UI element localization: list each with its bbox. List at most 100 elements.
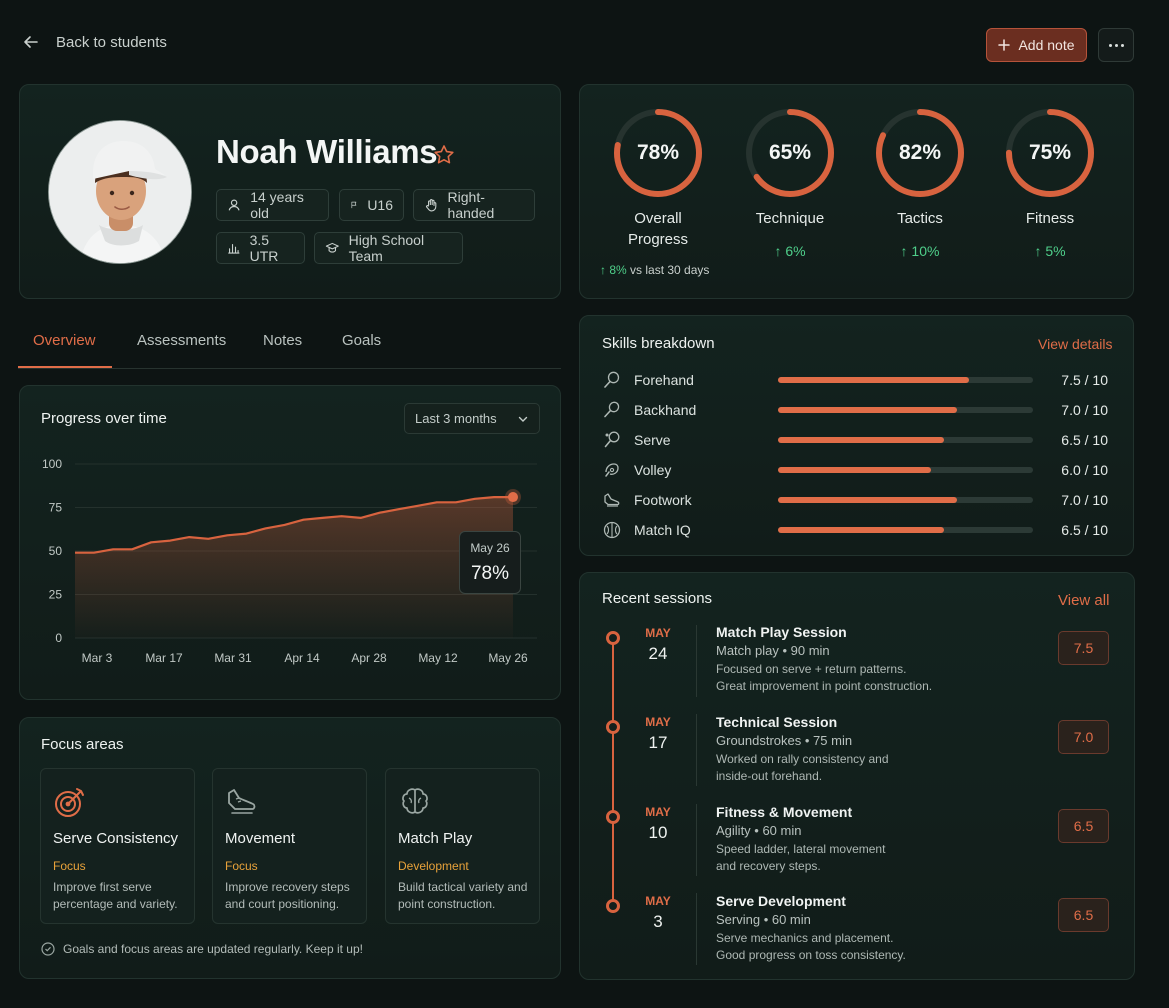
skill-bar-fill: [778, 377, 970, 383]
racket-icon: [604, 371, 620, 388]
division-label: U16: [367, 197, 393, 213]
timeline-dot: [606, 899, 620, 913]
technique-delta: ↑ 6%: [774, 243, 806, 259]
skill-score: 7.5 / 10: [1061, 372, 1108, 388]
session-divider: [696, 804, 697, 876]
focus-card-title: Serve Consistency: [53, 830, 179, 847]
timeline-line: [612, 639, 614, 907]
tactics-delta-value: 10%: [911, 243, 940, 259]
hand-icon: [426, 198, 437, 212]
skill-bar: [778, 407, 1033, 413]
skill-score: 6.5 / 10: [1061, 432, 1108, 448]
session-title: Match Play Session: [716, 624, 847, 640]
session-title: Serve Development: [716, 893, 846, 909]
progress-chart: 0 25 50 75 100 Mar 3 Mar 17 Mar 31 Apr 14 Apr 28 M…: [42, 457, 537, 665]
overall-progress-ring: 78%: [612, 107, 704, 199]
more-options-button[interactable]: [1098, 28, 1134, 62]
back-to-students-link[interactable]: Back to students: [22, 33, 167, 51]
overall-progress-label-text: Overall Progress: [627, 210, 689, 248]
back-label: Back to students: [56, 33, 167, 51]
more-horizontal-icon: [1108, 43, 1124, 47]
flag-icon: [351, 201, 357, 209]
session-desc-line: Great improvement in point construction.: [716, 679, 933, 693]
timeline-dot: [606, 810, 620, 824]
session-desc-line: Serve mechanics and placement.: [716, 931, 894, 945]
technique-delta-value: 6%: [785, 243, 806, 259]
arrow-left-icon: [24, 36, 38, 48]
tab-goals[interactable]: Goals: [342, 332, 382, 349]
range-select[interactable]: Last 3 months: [404, 403, 540, 434]
focus-title: Focus areas: [41, 736, 124, 753]
focus-card-serve[interactable]: Serve Consistency Focus Improve first se…: [40, 768, 195, 924]
session-desc-line: and recovery steps.: [716, 859, 821, 873]
skill-bar: [778, 437, 1033, 443]
shoe-icon: [604, 493, 620, 507]
y-tick-label: 100: [42, 457, 62, 471]
skill-row-serve: Serve 6.5 / 10: [602, 430, 1108, 450]
skill-row-match-iq: Match IQ 6.5 / 10: [602, 520, 1108, 540]
profile-card: Noah Williams 14 years old U16 Right-han…: [19, 84, 561, 299]
session-description: Speed ladder, lateral movement and recove…: [716, 841, 976, 875]
x-tick-label: May 12: [418, 651, 458, 665]
star-icon[interactable]: [432, 143, 456, 167]
overall-progress-value: 78%: [636, 141, 680, 164]
racket-swing-icon: [604, 401, 620, 418]
x-tick-label: Mar 31: [214, 651, 252, 665]
progress-chart-card: Progress over time Last 3 months 0 25 50 75…: [19, 385, 561, 700]
skill-name: Backhand: [634, 402, 697, 418]
avatar: [48, 120, 192, 264]
tab-notes[interactable]: Notes: [263, 332, 303, 349]
session-day: 10: [648, 823, 668, 842]
focus-card-description: Improve first serve percentage and varie…: [53, 880, 178, 911]
view-all-link[interactable]: View all: [1058, 592, 1110, 609]
tab-overview[interactable]: Overview: [33, 332, 96, 349]
skill-bar-fill: [778, 407, 957, 413]
division-chip: U16: [339, 189, 404, 221]
team-chip: High School Team: [314, 232, 463, 264]
session-description: Serve mechanics and placement. Good progr…: [716, 930, 976, 964]
focus-card-match-play[interactable]: Match Play Development Build tactical va…: [385, 768, 540, 924]
series-line: [75, 496, 513, 554]
overall-progress-label: Overall Progress: [602, 208, 714, 250]
skill-row-backhand: Backhand 7.0 / 10: [602, 400, 1108, 420]
session-divider: [696, 625, 697, 697]
serve-icon: [604, 431, 620, 448]
sneaker-icon: [228, 789, 256, 814]
session-title: Technical Session: [716, 714, 838, 730]
x-tick-label: Mar 3: [82, 651, 113, 665]
skill-row-forehand: Forehand 7.5 / 10: [602, 370, 1108, 390]
skill-bar: [778, 467, 1033, 473]
overall-delta-value: 8%: [609, 263, 627, 277]
session-divider: [696, 714, 697, 786]
technique-label: Technique: [755, 210, 825, 227]
y-tick-label: 25: [49, 588, 63, 602]
brain-icon: [603, 521, 621, 539]
add-note-label: Add note: [1018, 37, 1075, 53]
tab-assessments[interactable]: Assessments: [137, 332, 227, 349]
add-note-button[interactable]: Add note: [986, 28, 1087, 62]
fitness-label: Fitness: [1025, 210, 1075, 227]
session-subtitle: Serving • 60 min: [716, 912, 811, 927]
tactics-value: 82%: [898, 141, 942, 164]
focus-card-movement[interactable]: Movement Focus Improve recovery steps an…: [212, 768, 367, 924]
fitness-delta-value: 5%: [1045, 243, 1066, 259]
target-icon: [55, 788, 84, 817]
skill-bar-fill: [778, 437, 944, 443]
session-day: 24: [648, 644, 668, 663]
student-name: Noah Williams: [216, 133, 438, 170]
timeline-dot: [606, 631, 620, 645]
session-desc-line: Focused on serve + return patterns.: [716, 662, 907, 676]
skill-name: Footwork: [634, 492, 692, 508]
view-details-link[interactable]: View details: [1038, 336, 1113, 352]
progress-chart-title: Progress over time: [41, 410, 167, 427]
focus-card-tag: Development: [398, 859, 469, 873]
focus-card-description: Improve recovery steps and court positio…: [225, 880, 350, 911]
skill-score: 6.5 / 10: [1061, 522, 1108, 538]
session-subtitle: Groundstrokes • 75 min: [716, 733, 853, 748]
info-circle-icon: [41, 942, 55, 956]
fitness-value: 75%: [1028, 141, 1072, 164]
chevron-down-icon: [518, 416, 528, 422]
series-area: [75, 497, 513, 638]
x-tick-label: Mar 17: [145, 651, 183, 665]
session-title: Fitness & Movement: [716, 804, 853, 820]
